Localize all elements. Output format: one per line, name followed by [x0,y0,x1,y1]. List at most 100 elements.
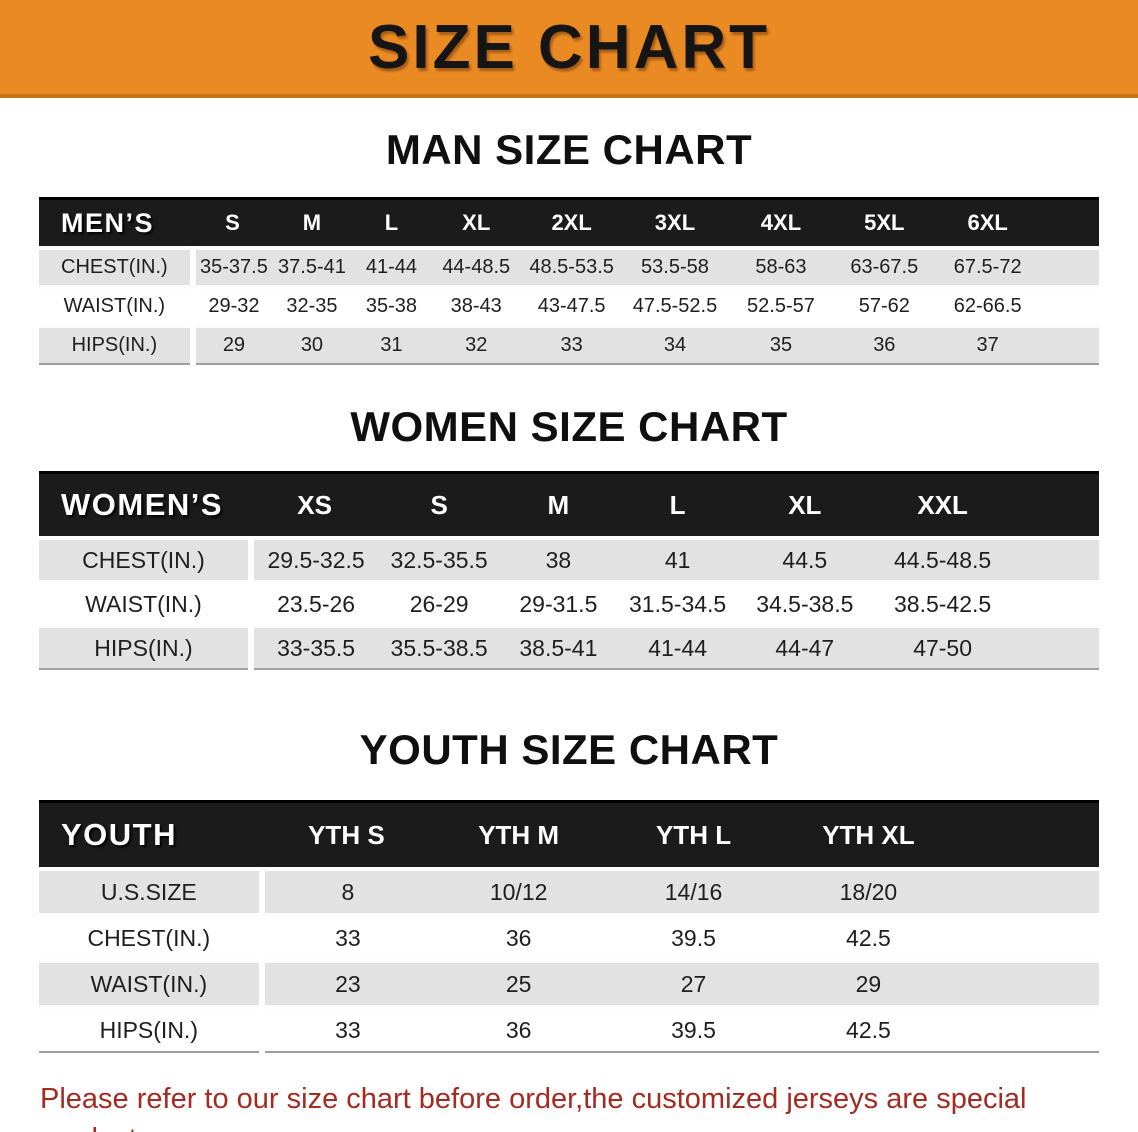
size-value-cell: 43-47.5 [521,285,622,326]
footer-note-line-1: Please refer to our size chart before or… [40,1083,1027,1132]
size-value-cell: 29-32 [192,285,273,326]
measurement-row-label: WAIST(IN.) [39,580,254,626]
table-row: HIPS(IN.) 29 30 31 32 33 34 35 36 37 [39,324,1099,365]
size-value-cell: 23.5-26 [251,580,379,626]
size-value-cell: 37 [934,324,1041,365]
table-row: CHEST(IN.) 35-37.5 37.5-41 41-44 44-48.5 48.5… [39,246,1099,287]
size-value-cell: 38 [500,536,617,582]
size-value-cell: 53.5-58 [621,246,728,287]
size-value-cell: 36 [431,913,607,961]
size-value-cell: 32-35 [272,285,352,326]
spacer-cell [1014,471,1099,539]
size-column-header: 3XL [621,197,728,249]
spacer-cell [1040,324,1099,365]
size-column-header: XL [738,471,872,539]
size-value-cell: 57-62 [833,285,935,326]
size-value-cell: 18/20 [780,867,956,915]
size-value-cell: 38.5-42.5 [871,580,1015,626]
size-value-cell: 25 [431,959,607,1007]
size-column-header: XXL [871,471,1015,539]
section-youth-size-chart: YOUTH SIZE CHART YOUTH YTH S YTH M YTH L YTH … [0,726,1138,1053]
spacer-cell [955,1005,1099,1053]
table-row: HIPS(IN.) 33 36 39.5 42.5 [39,1005,1099,1053]
section-title: WOMEN SIZE CHART [350,403,788,450]
size-value-cell: 47.5-52.5 [621,285,728,326]
size-value-cell: 42.5 [780,913,956,961]
size-column-header: S [192,197,273,249]
size-value-cell: 30 [272,324,352,365]
size-value-cell: 41 [616,536,739,582]
size-value-cell: 36 [833,324,935,365]
spacer-cell [955,867,1099,915]
size-value-cell: 39.5 [606,1005,781,1053]
size-value-cell: 44.5-48.5 [871,536,1015,582]
size-column-header: XS [251,471,379,539]
table-row: WAIST(IN.) 23.5-26 26-29 29-31.5 31.5-34.5 34… [39,580,1099,626]
spacer-cell [955,913,1099,961]
measurement-row-label: HIPS(IN.) [39,624,254,670]
size-column-header: YTH S [261,800,432,870]
size-value-cell: 26-29 [378,580,501,626]
size-value-cell: 31 [351,324,432,365]
table-row: U.S.SIZE 8 10/12 14/16 18/20 [39,867,1099,915]
size-value-cell: 58-63 [727,246,834,287]
size-value-cell: 33 [261,913,432,961]
women-size-table: WOMEN’S XS S M L XL XXL CHEST(IN.) 29.5-32.5 32.5… [39,471,1099,670]
table-row: WAIST(IN.) 29-32 32-35 35-38 38-43 43-47.5 47.… [39,285,1099,326]
spacer-cell [955,800,1099,870]
size-column-header: YTH M [431,800,607,870]
size-value-cell: 62-66.5 [934,285,1041,326]
size-value-cell: 41-44 [351,246,432,287]
section-title: YOUTH SIZE CHART [359,726,779,773]
measurement-row-label: WAIST(IN.) [39,959,265,1007]
table-group-label: MEN’S [39,197,193,249]
size-value-cell: 35-37.5 [192,246,273,287]
size-value-cell: 33-35.5 [251,624,379,670]
size-value-cell: 38.5-41 [500,624,617,670]
size-value-cell: 29.5-32.5 [251,536,379,582]
size-value-cell: 14/16 [606,867,781,915]
size-value-cell: 29-31.5 [500,580,617,626]
table-header-row: WOMEN’S XS S M L XL XXL [39,471,1099,539]
spacer-cell [1014,624,1099,670]
size-value-cell: 44.5 [738,536,872,582]
measurement-row-label: CHEST(IN.) [39,536,254,582]
size-column-header: YTH XL [780,800,956,870]
size-value-cell: 38-43 [431,285,522,326]
banner: SIZE CHART [0,0,1138,98]
measurement-row-label: U.S.SIZE [39,867,265,915]
size-column-header: M [272,197,352,249]
spacer-cell [1040,285,1099,326]
table-header-row: MEN’S S M L XL 2XL 3XL 4XL 5XL 6XL [39,197,1099,249]
size-value-cell: 41-44 [616,624,739,670]
size-column-header: S [378,471,501,539]
size-value-cell: 34 [621,324,728,365]
size-column-header: M [500,471,617,539]
youth-size-table: YOUTH YTH S YTH M YTH L YTH XL U.S.SIZE 8 10/12… [39,800,1099,1053]
size-value-cell: 8 [261,867,432,915]
spacer-cell [1014,580,1099,626]
size-value-cell: 52.5-57 [727,285,834,326]
size-value-cell: 34.5-38.5 [738,580,872,626]
size-value-cell: 48.5-53.5 [521,246,622,287]
size-column-header: 5XL [833,197,935,249]
size-value-cell: 42.5 [780,1005,956,1053]
size-value-cell: 27 [606,959,781,1007]
size-value-cell: 35.5-38.5 [378,624,501,670]
size-value-cell: 29 [780,959,956,1007]
size-value-cell: 44-48.5 [431,246,522,287]
table-row: CHEST(IN.) 33 36 39.5 42.5 [39,913,1099,961]
banner-title: SIZE CHART [368,12,770,82]
size-value-cell: 35 [727,324,834,365]
size-value-cell: 32.5-35.5 [378,536,501,582]
section-title: MAN SIZE CHART [385,126,753,173]
spacer-cell [955,959,1099,1007]
men-size-table: MEN’S S M L XL 2XL 3XL 4XL 5XL 6XL CHEST(IN.) 35-37… [39,197,1099,365]
size-value-cell: 10/12 [431,867,607,915]
size-value-cell: 47-50 [871,624,1015,670]
size-value-cell: 23 [261,959,432,1007]
size-column-header: 6XL [934,197,1041,249]
spacer-cell [1040,197,1099,249]
size-chart-sections: MAN SIZE CHART MEN’S S M L XL 2XL 3XL 4XL 5XL 6XL C… [0,126,1138,1053]
